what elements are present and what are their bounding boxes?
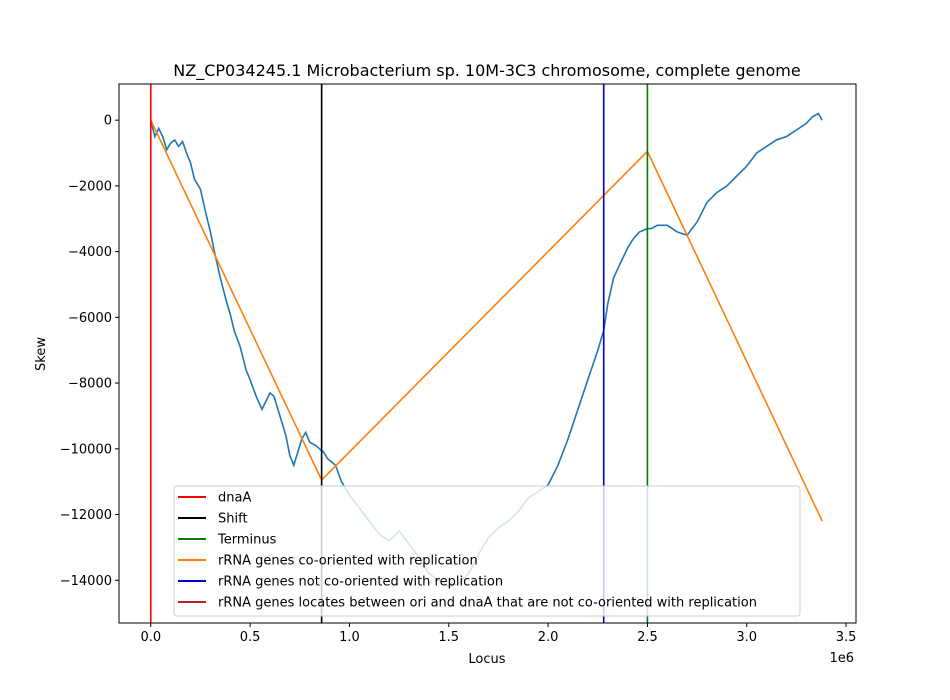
y-tick-label: −12000 — [60, 508, 112, 523]
chart-title: NZ_CP034245.1 Microbacterium sp. 10M-3C3… — [173, 61, 800, 81]
x-tick-label: 3.0 — [736, 630, 757, 645]
rrna-co-oriented-line — [150, 119, 823, 522]
y-tick-label: −10000 — [60, 442, 112, 457]
y-axis-label: Skew — [34, 337, 49, 371]
x-axis-label: Locus — [468, 652, 505, 667]
x-tick-label: 0.5 — [240, 630, 261, 645]
legend-label: Shift — [218, 512, 248, 527]
x-tick-label: 2.0 — [538, 630, 559, 645]
x-tick-label: 2.5 — [637, 630, 658, 645]
x-axis-offset-label: 1e6 — [829, 651, 854, 666]
y-tick-label: −2000 — [68, 179, 112, 194]
legend: dnaA Shift Terminus rRNA genes co-oriented … — [173, 485, 801, 617]
legend-label: dnaA — [218, 491, 251, 506]
y-tick-label: 0 — [104, 114, 112, 129]
x-tick-label: 0.0 — [140, 630, 161, 645]
y-tick-label: −4000 — [68, 245, 112, 260]
legend-label: rRNA genes locates between ori and dnaA … — [218, 596, 757, 611]
x-tick-label: 1.5 — [438, 630, 459, 645]
legend-box — [173, 485, 801, 617]
axes: 0.0 0.5 1.0 1.5 2.0 2.5 3.0 3.5 0 −2000 −4000 −6000… — [60, 114, 857, 645]
legend-label: rRNA genes not co-oriented with replicat… — [218, 575, 503, 590]
y-tick-label: −6000 — [68, 311, 112, 326]
y-tick-label: −8000 — [68, 377, 112, 392]
y-tick-label: −14000 — [60, 574, 112, 589]
x-tick-label: 1.0 — [339, 630, 360, 645]
legend-label: rRNA genes co-oriented with replication — [218, 554, 478, 569]
plot-frame — [118, 83, 857, 624]
x-tick-label: 3.5 — [836, 630, 857, 645]
legend-label: Terminus — [217, 533, 277, 548]
